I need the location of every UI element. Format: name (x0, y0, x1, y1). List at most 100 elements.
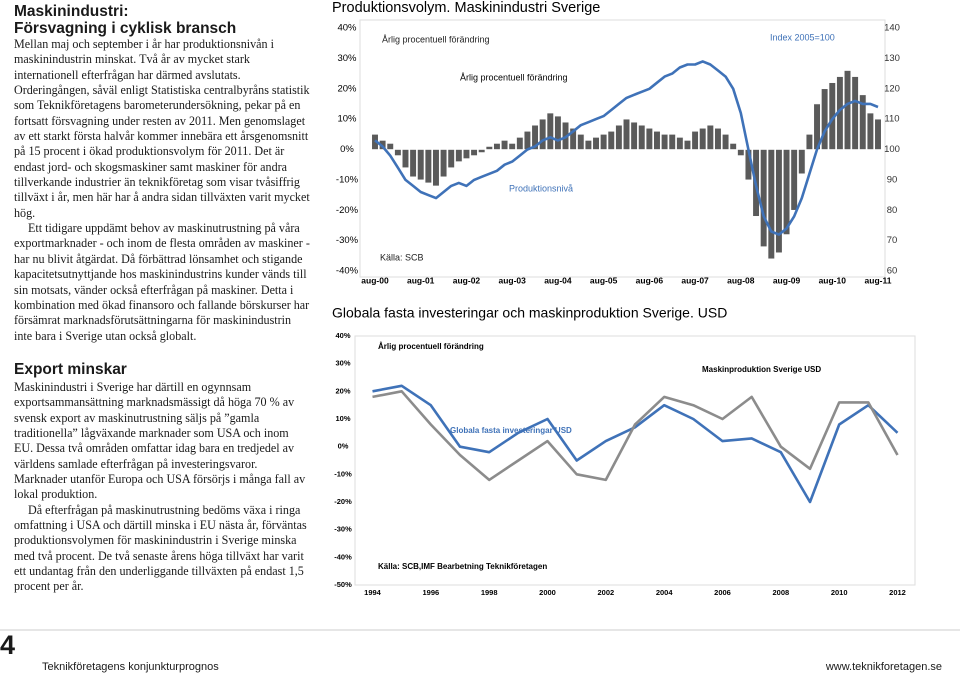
annotation: Källa: SCB (380, 252, 424, 262)
chart-title: Produktionsvolym. Maskinindustri Sverige (332, 0, 600, 16)
y2-tick-label: 120 (884, 83, 900, 94)
y2-tick-label: 100 (884, 144, 900, 155)
y-tick-label: -40% (336, 266, 359, 277)
bar (478, 149, 486, 153)
series-label: Maskinproduktion Sverige USD (702, 365, 821, 374)
bar (600, 134, 608, 150)
bar (577, 134, 585, 150)
bar (462, 149, 471, 159)
x-tick-label: aug-10 (819, 275, 847, 285)
x-tick-label: 1996 (422, 588, 439, 597)
y2-tick-label: 60 (887, 266, 898, 277)
bar (798, 149, 806, 175)
paragraph: Maskinindustri i Sverige har därtill en … (14, 380, 306, 502)
bar (851, 76, 859, 150)
section-heading: Export minskar (14, 361, 127, 378)
bar (584, 140, 592, 150)
x-tick-label: aug-07 (681, 275, 709, 285)
bar (714, 127, 722, 150)
series-line (372, 390, 899, 482)
bar (645, 127, 653, 150)
bar (737, 149, 745, 156)
x-tick-label: 2008 (772, 588, 789, 597)
bar (455, 149, 463, 162)
bar (523, 130, 532, 150)
bar-series-label: Årlig procentuell förändring (460, 72, 568, 82)
bar (409, 149, 417, 178)
y-tick-label: 10% (337, 114, 357, 125)
x-tick-label: 2002 (597, 588, 614, 597)
paragraph: Ett tidigare uppdämt behov av maskinutru… (14, 221, 310, 343)
bar (630, 121, 638, 150)
x-tick-label: 2012 (889, 588, 906, 597)
x-tick-label: aug-05 (590, 275, 618, 285)
x-tick-label: 2010 (831, 588, 848, 597)
index-line (374, 60, 879, 236)
line-series-label: Produktionsnivå (509, 183, 573, 193)
page-number: 4 (0, 630, 16, 660)
y-tick-label: 30% (335, 359, 350, 368)
y-tick-label: 20% (335, 386, 350, 395)
y2-tick-label: 90 (887, 174, 898, 185)
bar (485, 146, 493, 150)
series-line (372, 384, 899, 504)
y-tick-label: -10% (336, 174, 359, 185)
annotation: Index 2005=100 (770, 32, 835, 42)
plot-frame (359, 19, 886, 278)
y-tick-label: 30% (337, 53, 357, 64)
y-tick-label: -30% (334, 525, 352, 534)
y-tick-label: -40% (334, 552, 352, 561)
x-tick-label: aug-02 (453, 275, 481, 285)
annotation: Årlig procentuell förändring (382, 34, 490, 44)
x-tick-label: aug-08 (727, 275, 755, 285)
bar (790, 149, 798, 211)
bar (668, 134, 676, 150)
paragraph: Då efterfrågan på maskinutrustning bedöm… (14, 502, 307, 594)
bar (760, 149, 768, 247)
y-tick-label: -30% (336, 235, 359, 246)
x-tick-label: aug-09 (773, 275, 801, 285)
bar (691, 130, 699, 150)
bar (554, 115, 562, 150)
bar (394, 149, 402, 156)
y2-tick-label: 110 (884, 114, 899, 125)
bar (615, 124, 623, 150)
bar (638, 124, 646, 150)
y-tick-label: 0% (338, 442, 349, 451)
chart-title: Globala fasta investeringar och maskinpr… (332, 305, 727, 321)
bar (569, 127, 577, 150)
url: www.teknikforetagen.se (825, 661, 942, 673)
bar (607, 130, 615, 150)
y-tick-label: 40% (335, 331, 350, 340)
bar (470, 149, 478, 156)
bar (516, 137, 524, 150)
y2-tick-label: 140 (884, 23, 900, 34)
bar (805, 134, 813, 150)
plot-frame (354, 335, 916, 586)
bar (386, 143, 394, 150)
kicker: Maskinindustri: (14, 3, 129, 20)
y2-tick-label: 130 (884, 53, 900, 64)
bar (508, 143, 516, 150)
bar (401, 149, 410, 169)
bar (531, 124, 539, 150)
headline: Försvagning i cyklisk bransch (14, 20, 237, 37)
bar (500, 140, 509, 150)
bar (676, 137, 684, 150)
bar (843, 70, 852, 150)
annotation: Källa: SCB,IMF Bearbetning Teknikföretag… (378, 562, 547, 571)
publication: Teknikföretagens konjunkturprognos (42, 661, 219, 673)
bar (699, 127, 707, 150)
bar (493, 143, 501, 150)
bar (447, 149, 455, 169)
bar (653, 130, 661, 150)
x-tick-label: aug-00 (361, 275, 389, 285)
series-label: Globala fasta investeringar USD (450, 426, 572, 435)
y-tick-label: 40% (337, 23, 357, 34)
bar (622, 118, 631, 150)
bar (417, 149, 425, 181)
bar (782, 149, 791, 235)
bar (661, 134, 669, 150)
